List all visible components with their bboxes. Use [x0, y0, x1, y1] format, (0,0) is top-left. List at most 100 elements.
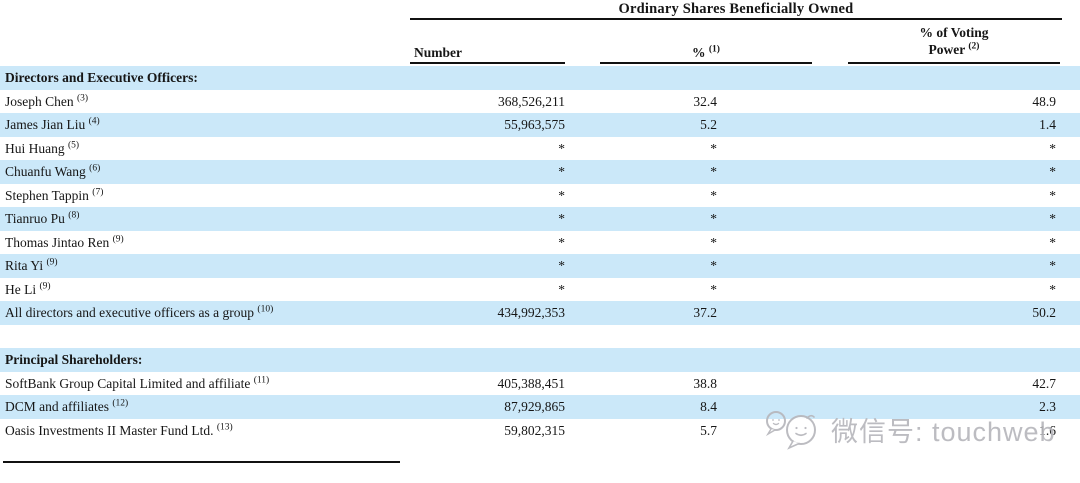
cell-percent: 8.4 [700, 399, 717, 414]
cell-number: 434,992,353 [497, 305, 566, 320]
footnote-ref: (4) [88, 116, 100, 127]
footnote-ref: (6) [89, 163, 101, 174]
footnote-ref: (13) [216, 422, 233, 432]
cell-percent [565, 66, 717, 90]
shareholder-row: DCM and affiliates (12) 87,929,865 8.4 2.3 [0, 395, 1080, 419]
span-header-rule [410, 18, 1062, 20]
footnote-ref: (8) [68, 210, 80, 221]
cell-percent: * [710, 164, 717, 179]
section-heading-label: Directors and Executive Officers: [5, 70, 198, 85]
footnote-ref: (9) [46, 257, 58, 268]
cell-number: * [558, 140, 565, 156]
shareholder-name: Hui Huang [5, 140, 65, 156]
footnote-ref: (10) [257, 304, 274, 315]
shareholder-row: Hui Huang (5) * * * [0, 137, 1080, 161]
cell-number: * [558, 164, 565, 179]
cell-voting: 1.4 [1039, 117, 1056, 132]
cell-number: * [558, 211, 565, 226]
cell-number: 87,929,865 [504, 399, 565, 414]
table-span-header: Ordinary Shares Beneficially Owned [618, 1, 854, 17]
cell-voting: * [1049, 211, 1056, 226]
cell-percent: * [710, 140, 717, 156]
footnote-ref: (7) [92, 187, 104, 197]
shareholder-name: Tianruo Pu [5, 211, 65, 226]
cell-name: Joseph Chen (3) [0, 90, 412, 114]
cell-percent: 32.4 [693, 93, 717, 109]
cell-name: Chuanfu Wang (6) [0, 160, 412, 184]
shareholder-row: Joseph Chen (3) 368,526,211 32.4 48.9 [0, 90, 1080, 114]
cell-name: Thomas Jintao Ren (9) [0, 231, 412, 255]
cell-name: All directors and executive officers as … [0, 301, 412, 325]
footnote-ref: (9) [112, 234, 124, 244]
footnote-ref: (9) [39, 281, 51, 291]
cell-name: He Li (9) [0, 278, 412, 302]
shareholder-name: Chuanfu Wang [5, 164, 86, 179]
cell-number: 368,526,211 [498, 93, 565, 109]
cell-voting: 2.3 [1039, 399, 1056, 414]
section-heading-row: Principal Shareholders: [0, 348, 1080, 372]
voting-column-rule [848, 62, 1060, 64]
cell-number [412, 66, 565, 90]
shareholder-row: He Li (9) * * * [0, 278, 1080, 302]
cell-percent [565, 348, 717, 372]
shareholder-row: Tianruo Pu (8) * * * [0, 207, 1080, 231]
footnote-ref: (5) [68, 140, 80, 150]
cell-voting: 50.2 [1032, 305, 1056, 320]
cell-percent: * [710, 211, 717, 226]
shareholder-row: All directors and executive officers as … [0, 301, 1080, 325]
shareholder-name: SoftBank Group Capital Limited and affil… [5, 375, 251, 391]
cell-percent: * [710, 234, 717, 250]
shareholder-row: Thomas Jintao Ren (9) * * * [0, 231, 1080, 255]
voting-label-line2: Power (2) [928, 41, 980, 57]
cell-name: Oasis Investments II Master Fund Ltd. (1… [0, 419, 412, 443]
cell-percent: * [710, 258, 717, 273]
column-header-percent: % (1) [600, 45, 812, 61]
shareholder-name: James Jian Liu [5, 117, 86, 132]
cell-name: Stephen Tappin (7) [0, 184, 412, 208]
column-header-number: Number [414, 45, 462, 60]
column-header-voting-power: % of Voting Power (2) [848, 24, 1060, 58]
shareholder-row: James Jian Liu (4) 55,963,575 5.2 1.4 [0, 113, 1080, 137]
cell-name: Hui Huang (5) [0, 137, 412, 161]
cell-percent: 5.2 [700, 117, 717, 132]
cell-name: Rita Yi (9) [0, 254, 412, 278]
cell-number: 405,388,451 [497, 375, 566, 391]
section-spacer [0, 325, 1080, 349]
shareholder-name: DCM and affiliates [5, 399, 109, 414]
footnote-ref: (11) [253, 375, 270, 385]
footnote-rule [3, 461, 400, 463]
cell-name: James Jian Liu (4) [0, 113, 412, 137]
percent-footnote-ref: (1) [708, 44, 720, 55]
voting-label-line1: % of Voting [919, 25, 989, 40]
shareholder-row: SoftBank Group Capital Limited and affil… [0, 372, 1080, 396]
cell-percent: 5.7 [700, 422, 717, 438]
cell-voting: * [1049, 187, 1056, 203]
cell-number: * [558, 281, 565, 297]
shares-table: Directors and Executive Officers: Joseph … [0, 66, 1080, 442]
shareholder-row: Rita Yi (9) * * * [0, 254, 1080, 278]
cell-percent: * [710, 187, 717, 203]
shareholder-name: Thomas Jintao Ren [5, 234, 110, 250]
cell-voting: 42.7 [1032, 375, 1056, 391]
cell-voting: * [1049, 140, 1056, 156]
cell-voting [717, 66, 1080, 90]
cell-voting: * [1049, 281, 1056, 297]
shareholder-name: Rita Yi [5, 258, 44, 273]
cell-percent: 37.2 [693, 305, 717, 320]
shareholder-name: He Li [5, 281, 37, 297]
percent-label: % [692, 45, 706, 60]
section-heading-label: Principal Shareholders: [5, 352, 143, 367]
footnote-ref: (12) [112, 398, 129, 409]
cell-percent: * [710, 281, 717, 297]
cell-voting: * [1049, 258, 1056, 273]
cell-number: * [558, 187, 565, 203]
cell-voting [717, 348, 1080, 372]
cell-number: * [558, 234, 565, 250]
section-heading-row: Directors and Executive Officers: [0, 66, 1080, 90]
number-column-rule [410, 62, 565, 64]
cell-number: 59,802,315 [504, 422, 565, 438]
cell-number: 55,963,575 [504, 117, 565, 132]
cell-name: Tianruo Pu (8) [0, 207, 412, 231]
shareholder-name: Stephen Tappin [5, 187, 89, 203]
